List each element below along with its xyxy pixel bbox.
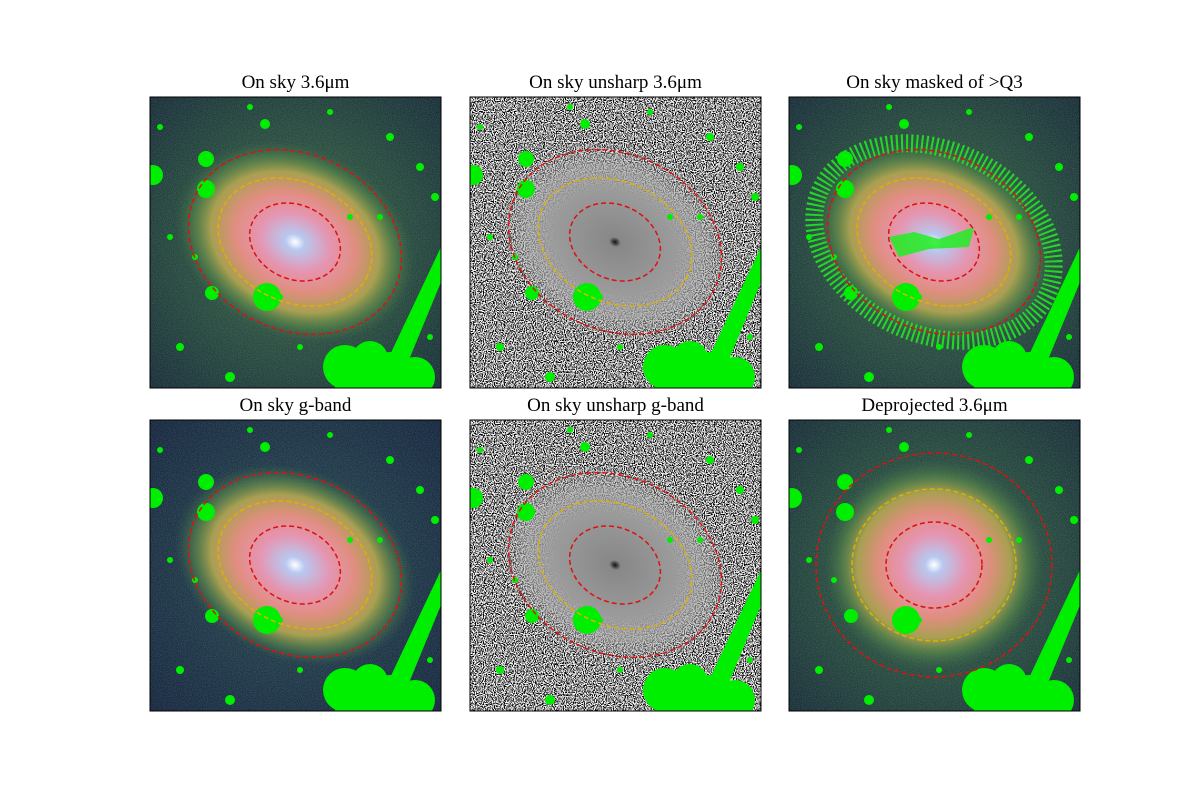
- image-panel: [469, 419, 762, 712]
- panel-title: On sky g-band: [240, 395, 352, 416]
- panel-title: On sky 3.6μm: [242, 72, 350, 93]
- panel-title: Deprojected 3.6μm: [861, 395, 1008, 416]
- image: [150, 97, 441, 388]
- isophote-ellipse: [568, 202, 662, 282]
- galaxy: [824, 460, 1044, 670]
- isophote-ellipse: [217, 500, 373, 630]
- panel-frame: [469, 419, 762, 712]
- panel-frame: [788, 96, 1081, 389]
- isophote-ellipse: [815, 452, 1053, 678]
- panel-title: On sky unsharp 3.6μm: [529, 72, 702, 93]
- image: [470, 420, 761, 711]
- image: [789, 420, 1080, 711]
- panel-title: On sky unsharp g-band: [527, 395, 704, 416]
- isophote-ellipse: [507, 148, 723, 336]
- panel-frame: [149, 96, 442, 389]
- image-panel: [149, 96, 442, 389]
- masked-pixels: [805, 134, 1063, 350]
- isophote-ellipse: [507, 471, 723, 659]
- image: [789, 97, 1080, 388]
- galaxy: [499, 142, 731, 342]
- image: [470, 97, 761, 388]
- image-panel: [788, 419, 1081, 712]
- image-panel: [788, 96, 1081, 389]
- image-panel: [149, 419, 442, 712]
- isophote-ellipse: [885, 521, 983, 609]
- panel-grid: On sky 3.6μm On sky unsharp 3.6μm On sky m…: [149, 72, 1081, 712]
- panel-frame: [788, 419, 1081, 712]
- isophote-ellipse: [851, 488, 1017, 642]
- isophote-ellipse: [537, 500, 693, 630]
- isophote-ellipse: [568, 525, 662, 605]
- isophote-ellipse: [856, 177, 1012, 307]
- image: [150, 420, 441, 711]
- isophote-ellipse: [537, 177, 693, 307]
- mask-ring: [805, 134, 1063, 350]
- image-panel: [469, 96, 762, 389]
- galaxy: [499, 465, 731, 665]
- isophote-ellipse: [217, 177, 373, 307]
- isophote-ellipse: [248, 202, 342, 282]
- isophote-ellipse: [826, 148, 1042, 336]
- isophote-ellipse: [187, 148, 403, 336]
- isophote-ellipse: [887, 202, 981, 282]
- isophote-ellipse: [187, 471, 403, 659]
- mask-bar: [889, 227, 974, 257]
- panel-title: On sky masked of >Q3: [846, 72, 1022, 93]
- isophote-ellipse: [248, 525, 342, 605]
- panel-frame: [149, 419, 442, 712]
- panel-frame: [469, 96, 762, 389]
